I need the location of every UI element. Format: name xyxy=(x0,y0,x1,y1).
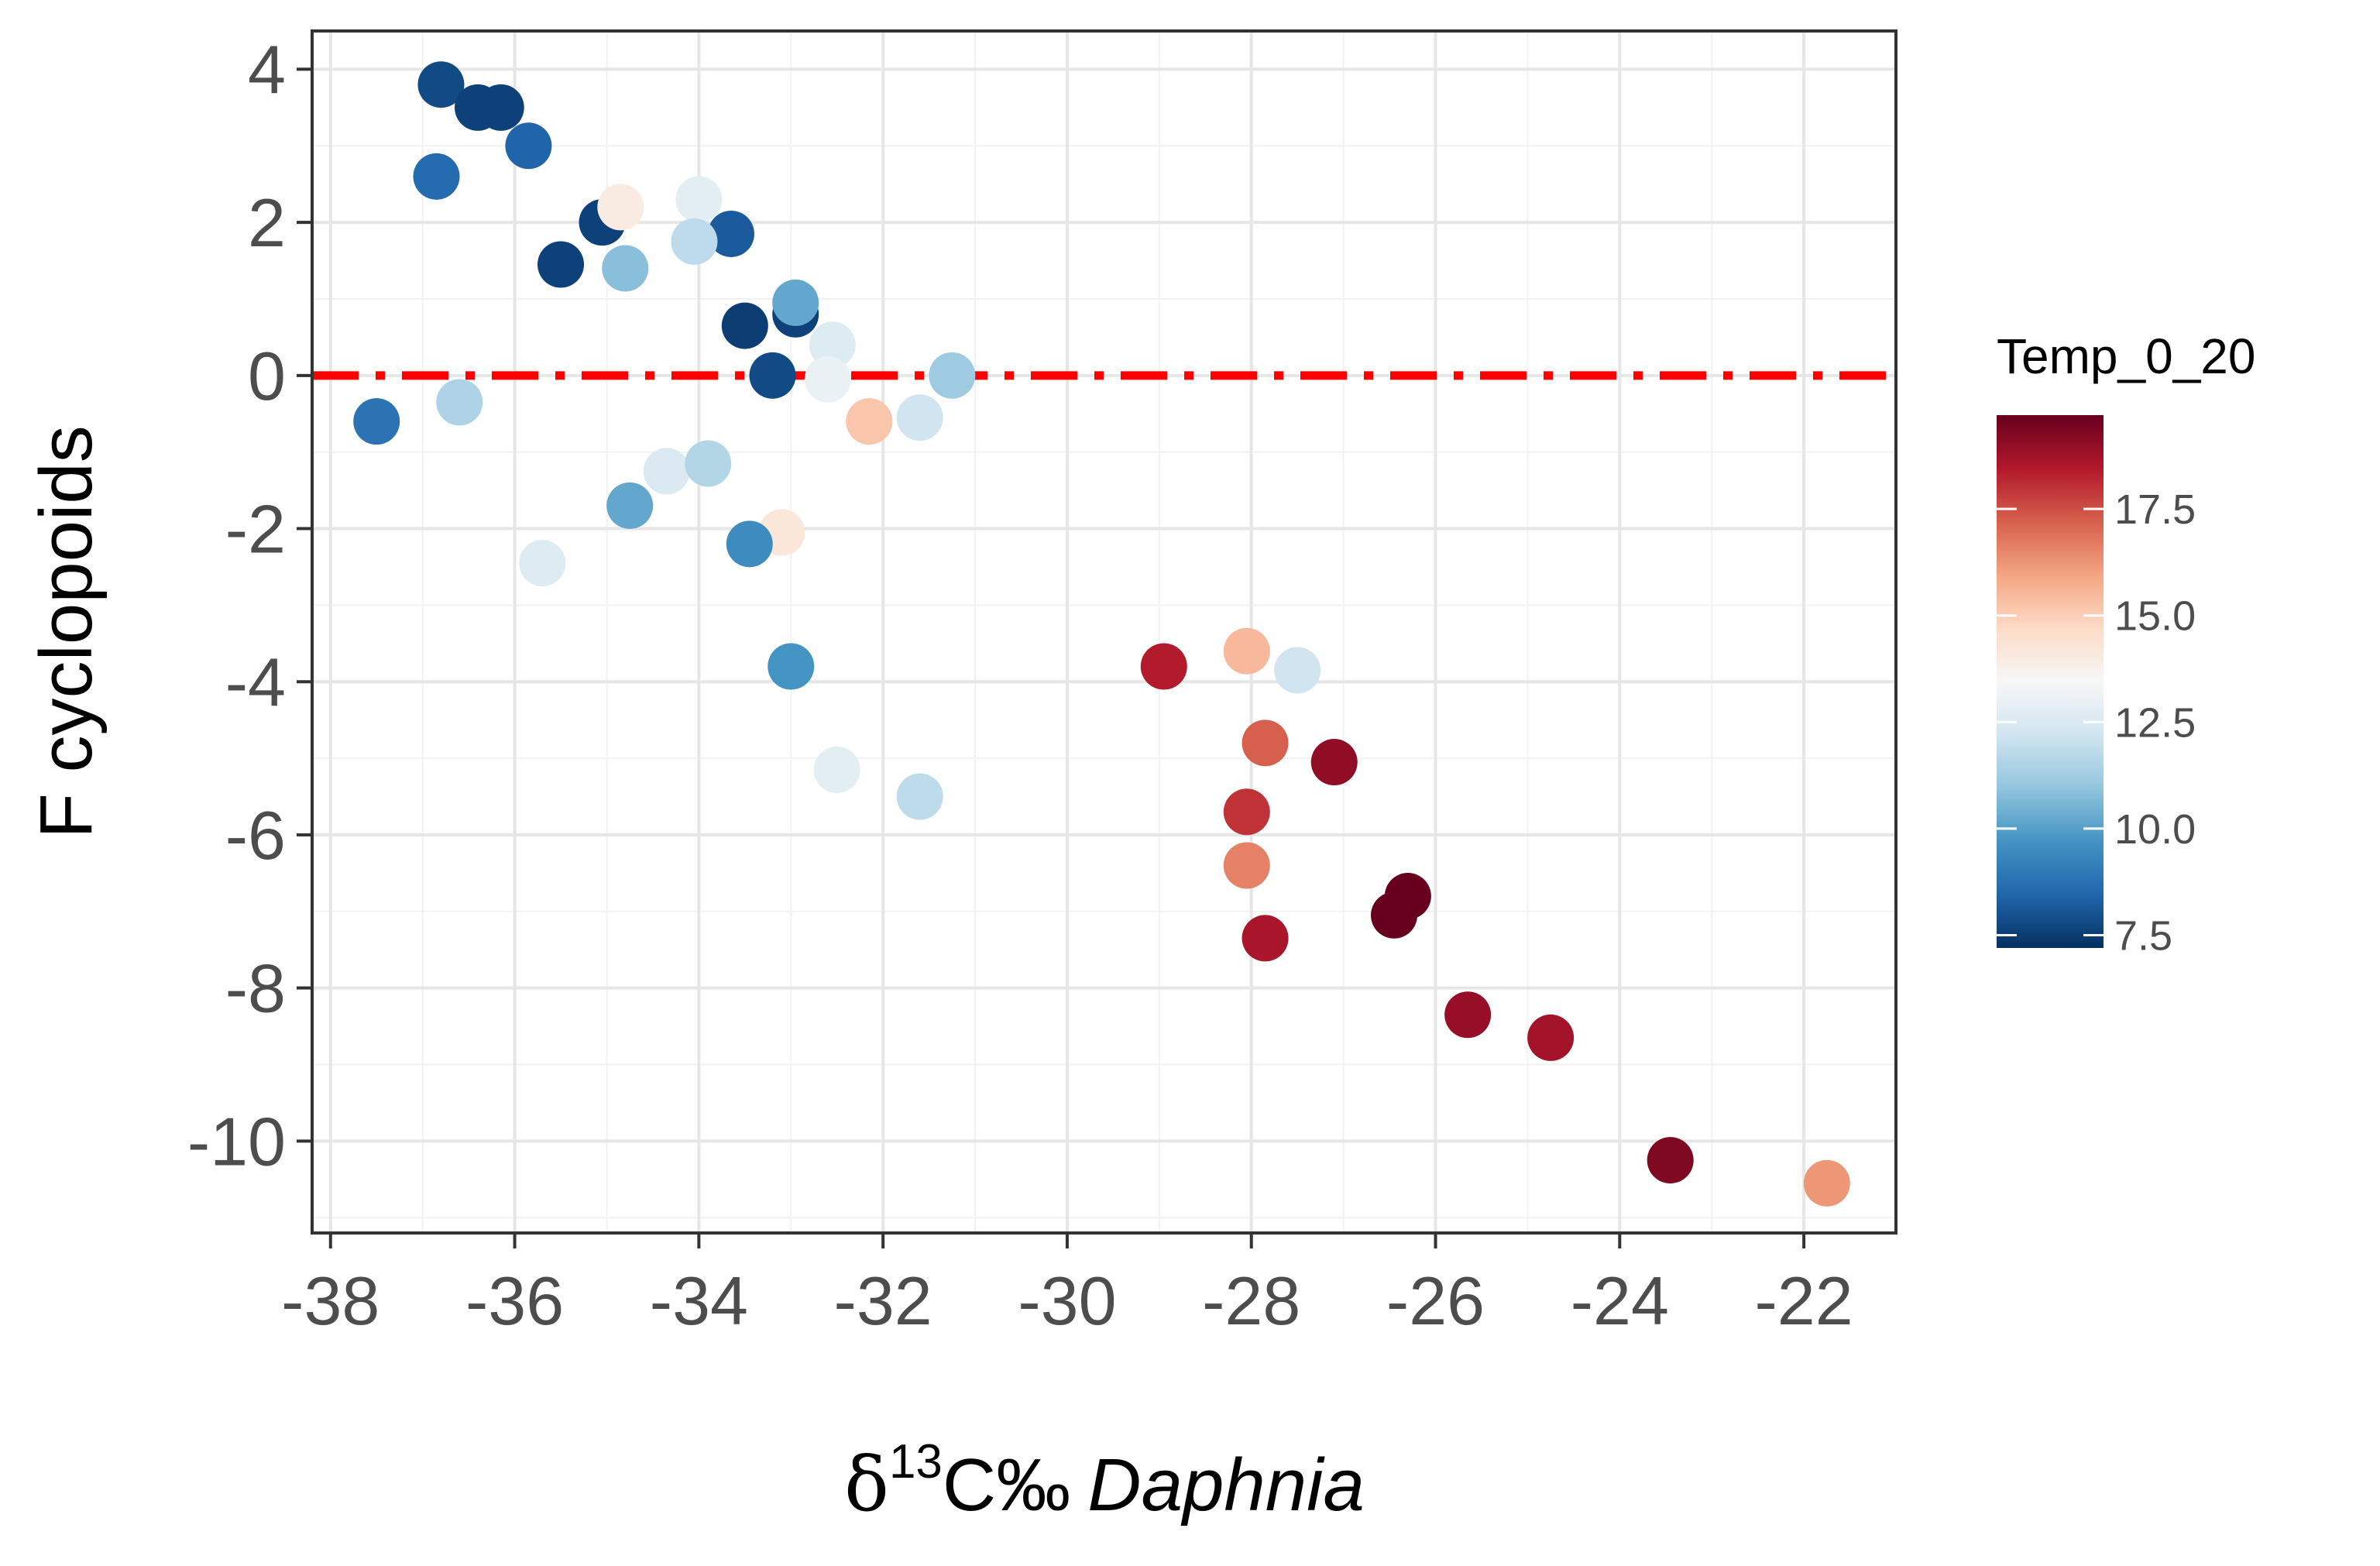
y-tick-label: -4 xyxy=(225,644,286,720)
scatter-point xyxy=(643,448,690,495)
x-tick-label: -38 xyxy=(281,1262,379,1339)
x-axis: -38 -36 -34 -32 -30 -28 -26 -24 -22 xyxy=(281,1233,1853,1339)
scatter-point xyxy=(413,153,460,200)
scatter-point xyxy=(896,773,943,820)
scatter-point xyxy=(896,394,943,441)
y-tick-label: -6 xyxy=(225,797,286,874)
colorbar xyxy=(1997,415,2104,948)
colorbar-tick-label: 12.5 xyxy=(2114,699,2196,746)
scatter-point xyxy=(1223,842,1270,889)
scatter-point xyxy=(1444,991,1492,1039)
scatter-point xyxy=(1223,627,1270,675)
scatter-point xyxy=(1223,788,1270,836)
y-tick-label: 4 xyxy=(248,31,286,108)
scatter-point xyxy=(1242,915,1289,962)
x-tick-label: -26 xyxy=(1386,1262,1485,1339)
colorbar-tick-label: 17.5 xyxy=(2114,486,2196,533)
scatter-point xyxy=(749,352,796,399)
data-points xyxy=(353,61,1850,1207)
colorbar-tick-label: 10.0 xyxy=(2114,806,2196,853)
scatter-point xyxy=(726,520,773,568)
x-tick-label: -30 xyxy=(1018,1262,1116,1339)
colorbar-tick-label: 7.5 xyxy=(2114,912,2172,959)
x-axis-title-delta: δ xyxy=(844,1441,889,1528)
scatter-point xyxy=(1242,719,1289,767)
y-tick-label: -2 xyxy=(225,491,286,568)
scatter-point xyxy=(602,245,649,292)
scatter-point xyxy=(1140,643,1187,690)
x-axis-title: δ13C‰ Daphnia xyxy=(844,1435,1365,1528)
panel-background xyxy=(312,31,1896,1233)
scatter-point xyxy=(1527,1014,1575,1061)
scatter-point xyxy=(1274,647,1321,694)
x-tick-label: -22 xyxy=(1755,1262,1853,1339)
x-axis-title-taxon: Daphnia xyxy=(1087,1444,1365,1527)
scatter-point xyxy=(436,379,483,426)
scatter-point xyxy=(606,482,654,529)
scatter-point xyxy=(675,176,723,223)
scatter-point xyxy=(1647,1137,1694,1184)
scatter-point xyxy=(768,643,815,690)
scatter-point xyxy=(929,352,976,399)
grid-lines xyxy=(312,31,1897,1233)
scatter-point xyxy=(1371,891,1418,939)
scatter-point xyxy=(1803,1159,1850,1207)
y-axis-title: F cyclopoids xyxy=(25,425,108,839)
scatter-point xyxy=(417,61,465,108)
legend-title: Temp_0_20 xyxy=(1997,328,2255,384)
scatter-point xyxy=(353,398,400,445)
scatter-point xyxy=(505,122,552,170)
scatter-point xyxy=(846,398,893,445)
scatter-point xyxy=(809,321,856,369)
x-tick-label: -24 xyxy=(1571,1262,1669,1339)
colorbar-tick-label: 15.0 xyxy=(2114,593,2196,640)
scatter-point xyxy=(804,355,851,403)
y-tick-label: 2 xyxy=(248,184,286,261)
y-axis: 4 2 0 -2 -4 -6 -8 -10 xyxy=(187,31,312,1180)
colorbar-legend: Temp_0_20 7.5 10.0 12.5 15.0 17.5 xyxy=(1997,328,2255,959)
scatter-point xyxy=(1310,739,1358,786)
scatter-point xyxy=(772,279,819,326)
scatter-point xyxy=(721,302,768,349)
x-tick-label: -36 xyxy=(465,1262,564,1339)
scatter-point xyxy=(597,184,644,231)
y-tick-label: 0 xyxy=(248,338,286,414)
x-tick-label: -32 xyxy=(834,1262,932,1339)
y-tick-label: -8 xyxy=(225,950,286,1027)
x-tick-label: -28 xyxy=(1202,1262,1300,1339)
scatter-point xyxy=(671,218,718,265)
panel-border xyxy=(311,29,1897,1235)
x-axis-title-superscript: 13 xyxy=(889,1435,943,1489)
x-tick-label: -34 xyxy=(650,1262,748,1339)
x-axis-title-unit: C‰ xyxy=(943,1444,1070,1527)
scatter-point xyxy=(519,540,566,587)
scatter-point xyxy=(813,746,860,793)
scatter-point xyxy=(707,210,754,257)
scatter-point xyxy=(685,440,732,487)
scatter-point xyxy=(477,84,524,131)
scatter-point xyxy=(537,241,585,288)
colorbar-ticks: 7.5 10.0 12.5 15.0 17.5 xyxy=(1997,486,2196,959)
y-tick-label: -10 xyxy=(187,1103,286,1180)
